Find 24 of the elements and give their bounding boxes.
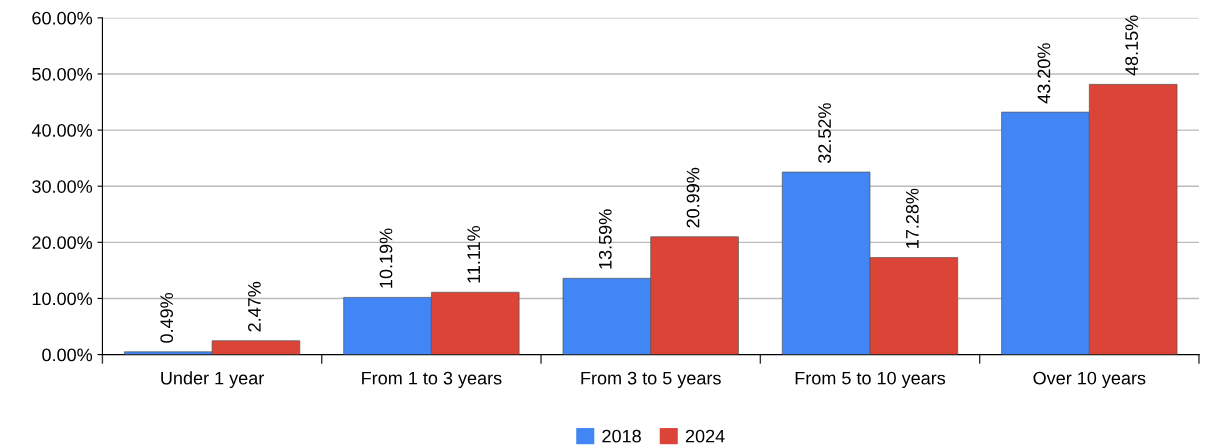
data-label: 20.99%	[686, 167, 700, 228]
y-tick-label: 10.00%	[32, 292, 93, 306]
data-label: 43.20%	[1037, 43, 1051, 104]
y-tick-label: 0.00%	[42, 348, 93, 362]
x-tick-label: From 1 to 3 years	[362, 371, 502, 389]
y-tick-label: 50.00%	[32, 67, 93, 81]
x-tick-label: From 3 to 5 years	[581, 371, 721, 389]
data-label: 10.19%	[379, 228, 393, 288]
y-tick-label: 60.00%	[32, 11, 93, 25]
x-tick-label: Under 1 year	[161, 371, 264, 389]
legend-label: 2018	[602, 429, 641, 443]
data-label: 48.15%	[1125, 15, 1139, 76]
y-tick-label: 40.00%	[31, 124, 93, 137]
x-tick-label: From 5 to 10 years	[795, 371, 946, 389]
data-label: 11.11%	[467, 225, 481, 283]
data-label: 2.47%	[248, 281, 261, 332]
data-label: 32.52%	[818, 103, 831, 164]
data-label: 17.28%	[905, 188, 919, 248]
y-tick-label: 30.00%	[32, 180, 93, 193]
data-label: 0.49%	[160, 292, 174, 343]
data-label: 13.59%	[598, 209, 612, 269]
y-tick-label: 20.00%	[32, 236, 93, 250]
x-tick-label: Over 10 years	[1033, 371, 1146, 389]
legend-label: 2024	[685, 429, 725, 443]
